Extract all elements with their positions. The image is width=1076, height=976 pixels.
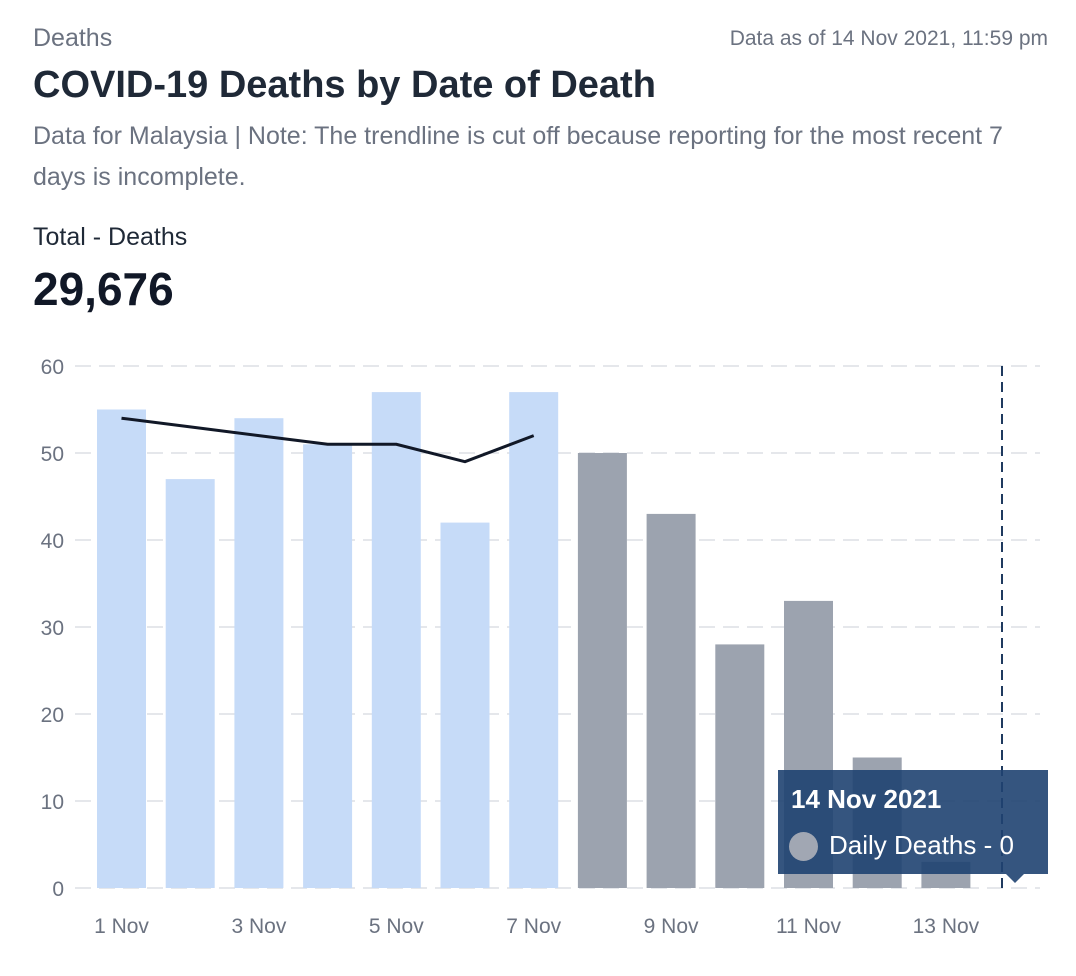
y-tick-label: 20 (41, 704, 64, 727)
bar-3-nov[interactable] (234, 418, 284, 888)
bar-4-nov[interactable] (303, 444, 353, 888)
bar-1-nov[interactable] (97, 409, 146, 889)
x-tick-label: 7 Nov (506, 915, 561, 938)
y-tick-label: 30 (41, 617, 64, 640)
bar-10-nov[interactable] (715, 644, 765, 888)
total-value: 29,676 (33, 263, 174, 315)
chart-subtitle: Data for Malaysia | Note: The trendline … (33, 122, 1003, 191)
y-tick-label: 60 (41, 356, 64, 379)
y-tick-label: 40 (41, 530, 64, 553)
x-tick-label: 13 Nov (913, 915, 980, 938)
x-tick-label: 9 Nov (644, 915, 699, 938)
x-tick-label: 5 Nov (369, 915, 424, 938)
bar-8-nov[interactable] (577, 453, 627, 888)
total-label: Total - Deaths (33, 223, 188, 251)
y-tick-label: 10 (41, 791, 64, 814)
trendline (121, 416, 535, 464)
bar-7-nov[interactable] (509, 392, 559, 888)
chart-title: COVID-19 Deaths by Date of Death (33, 64, 656, 106)
x-tick-label: 11 Nov (776, 915, 841, 938)
tooltip-value: Daily Deaths - 0 (829, 830, 1014, 860)
y-axis-ticks: 0 10 20 30 40 50 60 (41, 356, 64, 901)
x-tick-label: 1 Nov (94, 915, 149, 938)
x-axis-ticks: 1 Nov 3 Nov 5 Nov 7 Nov 9 Nov 11 Nov 13 Nov (94, 915, 980, 938)
series-dot-icon (789, 832, 818, 861)
bar-2-nov[interactable] (165, 479, 215, 888)
tooltip-date: 14 Nov 2021 (791, 784, 942, 814)
x-tick-label: 3 Nov (231, 915, 286, 938)
section-eyebrow: Deaths (33, 24, 113, 52)
y-tick-label: 0 (52, 878, 64, 901)
bar-9-nov[interactable] (646, 513, 696, 888)
y-tick-label: 50 (41, 443, 64, 466)
bar-6-nov[interactable] (440, 522, 490, 888)
bar-5-nov[interactable] (371, 392, 421, 888)
trendline-group (121, 416, 535, 464)
data-as-of: Data as of 14 Nov 2021, 11:59 pm (729, 27, 1048, 50)
tooltip-caret-icon (1006, 874, 1024, 883)
chart-tooltip: 14 Nov 2021 Daily Deaths - 0 (778, 770, 1048, 874)
